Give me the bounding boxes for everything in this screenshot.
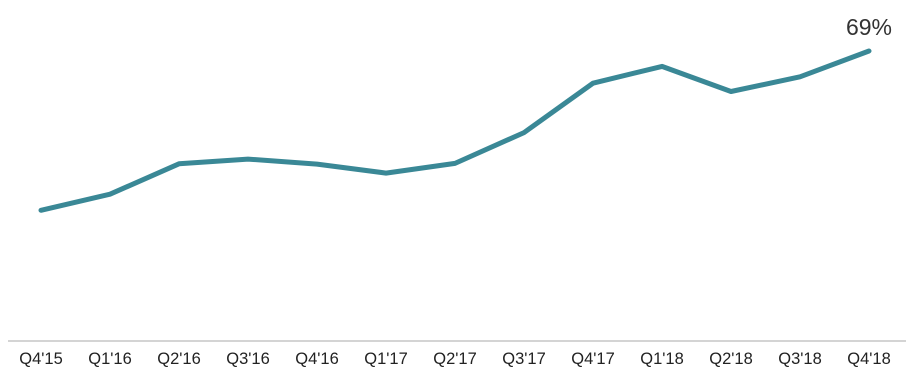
- x-tick-label: Q1'17: [364, 350, 408, 368]
- series-line: [38, 48, 872, 213]
- x-tick-label: Q4'17: [571, 350, 615, 368]
- x-tick-label: Q2'17: [433, 350, 477, 368]
- x-tick-label: Q2'18: [709, 350, 753, 368]
- end-value-label: 69%: [846, 14, 892, 40]
- x-tick-label: Q4'16: [295, 350, 339, 368]
- x-tick-label: Q3'18: [778, 350, 822, 368]
- x-tick-labels: Q4'15 Q1'16 Q2'16 Q3'16 Q4'16 Q1'17 Q2'17 Q3'17…: [19, 350, 891, 368]
- x-tick-label: Q1'16: [88, 350, 132, 368]
- x-tick-label: Q3'17: [502, 350, 546, 368]
- x-tick-label: Q4'18: [847, 350, 891, 368]
- x-tick-label: Q4'15: [19, 350, 63, 368]
- x-tick-label: Q3'16: [226, 350, 270, 368]
- x-tick-label: Q1'18: [640, 350, 684, 368]
- x-tick-label: Q2'16: [157, 350, 201, 368]
